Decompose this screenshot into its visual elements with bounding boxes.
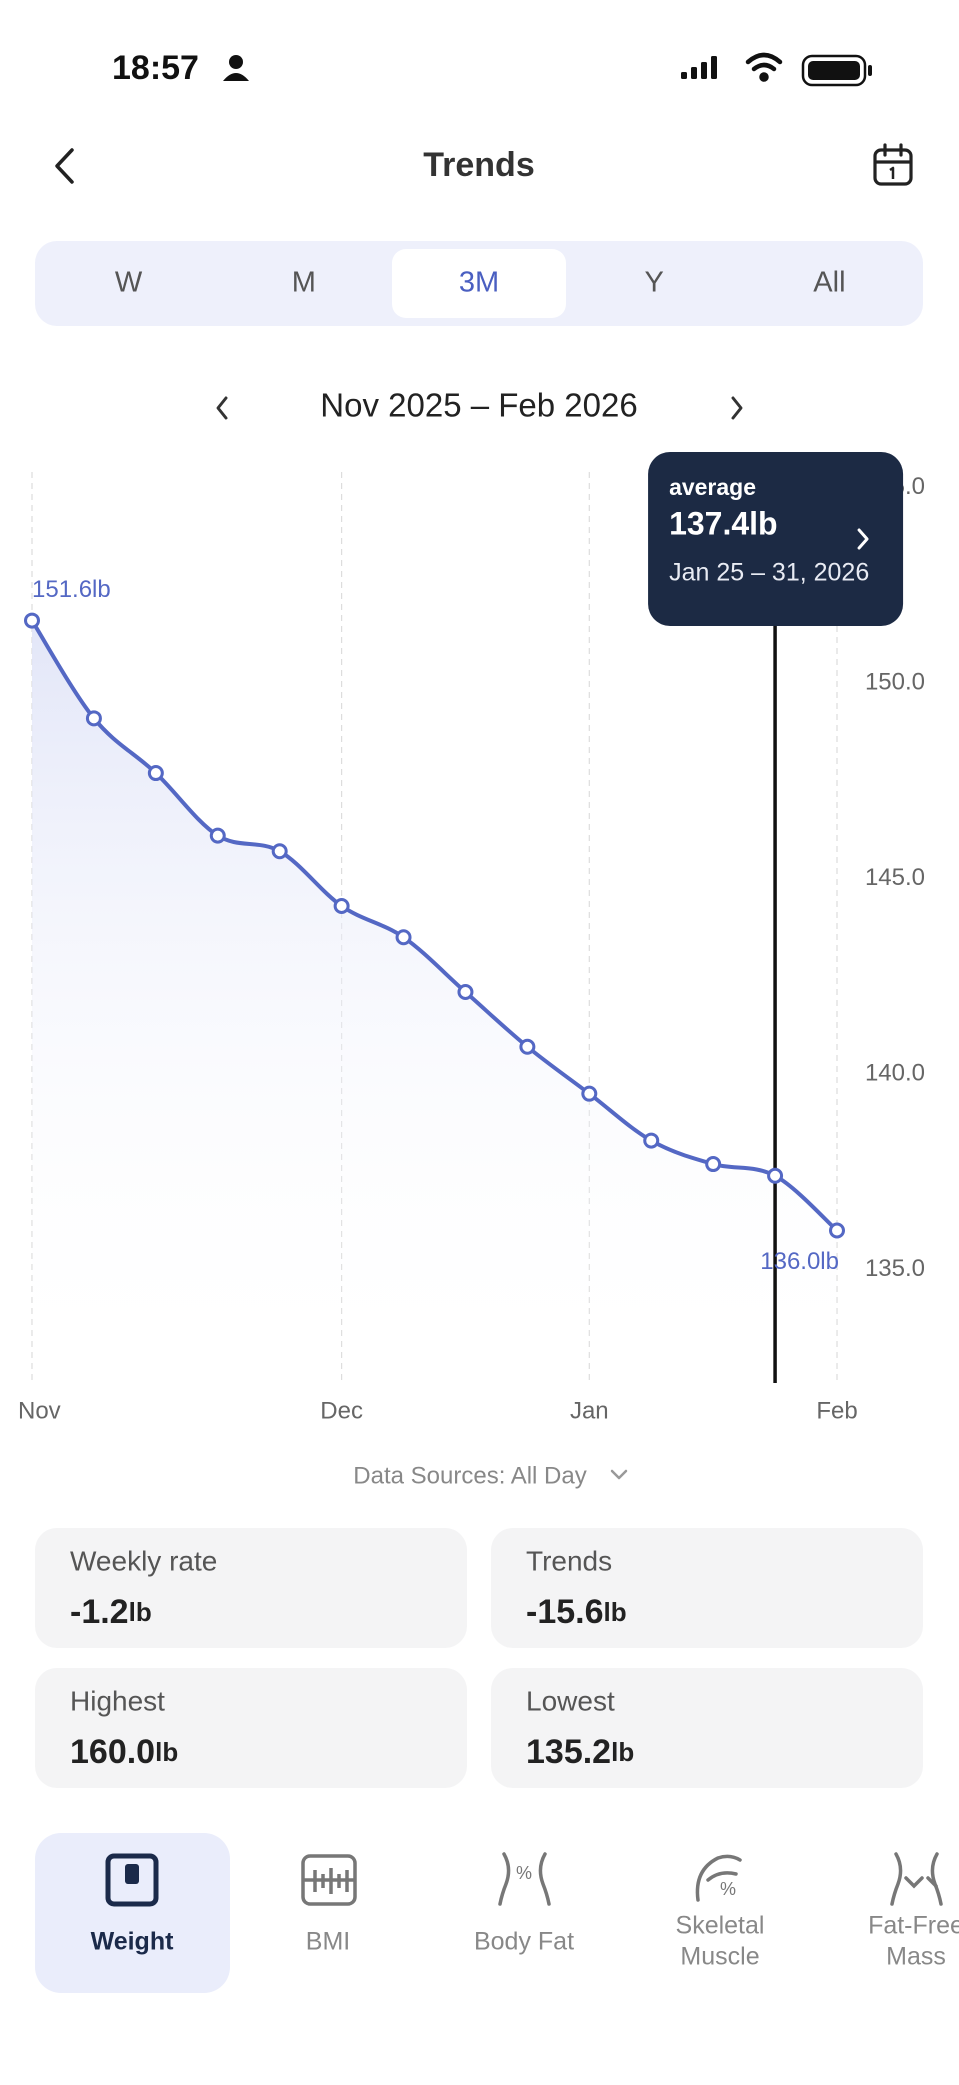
stat-label: Lowest bbox=[526, 1685, 615, 1716]
range-tab[interactable]: W bbox=[115, 267, 143, 299]
stat-label: Weekly rate bbox=[70, 1545, 217, 1576]
stat-number: -15.6 bbox=[526, 1593, 604, 1631]
y-tick-label: 135.0 bbox=[865, 1255, 925, 1282]
range-tab[interactable]: All bbox=[813, 267, 845, 299]
stat-number: 135.2 bbox=[526, 1733, 611, 1771]
metric-tab-label[interactable]: Muscle bbox=[680, 1943, 759, 1971]
percent-glyph: % bbox=[720, 1879, 736, 1899]
y-tick-label: 140.0 bbox=[865, 1059, 925, 1086]
data-source-chevron[interactable] bbox=[610, 1469, 628, 1480]
point bbox=[209, 827, 226, 844]
point bbox=[85, 710, 102, 727]
next-period[interactable] bbox=[731, 396, 743, 420]
point bbox=[643, 1132, 660, 1149]
metric-tab-label[interactable]: Body Fat bbox=[474, 1928, 574, 1956]
stat-label: Trends bbox=[526, 1545, 612, 1576]
data-source[interactable]: Data Sources: All Day bbox=[353, 1462, 586, 1489]
stat-value: -1.2lb bbox=[70, 1593, 152, 1631]
x-tick-label: Dec bbox=[320, 1397, 363, 1424]
range-tab-selected bbox=[392, 249, 566, 318]
metric-tab-selected bbox=[35, 1833, 230, 1993]
stat-number: 160.0 bbox=[70, 1733, 155, 1771]
status-time: 18:57 bbox=[112, 49, 199, 87]
person-icon bbox=[223, 55, 249, 81]
value-label: 151.6lb bbox=[32, 576, 111, 603]
point bbox=[333, 897, 350, 914]
fat-free-mass-icon bbox=[890, 1852, 943, 1906]
page-title: Trends bbox=[423, 146, 534, 184]
point bbox=[705, 1156, 722, 1173]
y-tick-label: 145.0 bbox=[865, 864, 925, 891]
stat-unit: lb bbox=[129, 1597, 152, 1627]
stat-card bbox=[35, 1668, 467, 1788]
area bbox=[32, 620, 837, 1383]
battery-icon bbox=[801, 54, 872, 87]
x-tick-label: Nov bbox=[18, 1397, 61, 1424]
range-tab[interactable]: M bbox=[292, 267, 316, 299]
weight-icon bbox=[105, 1853, 159, 1907]
x-tick-label: Feb bbox=[816, 1397, 857, 1424]
signal-icon bbox=[681, 56, 717, 79]
stat-label: Highest bbox=[70, 1685, 165, 1716]
stat-card bbox=[35, 1528, 467, 1648]
tooltip-value: 137.4lb bbox=[669, 505, 778, 541]
bmi-icon bbox=[301, 1854, 357, 1906]
tooltip-dates: Jan 25 – 31, 2026 bbox=[669, 559, 869, 587]
wifi-icon bbox=[745, 52, 783, 82]
value-label: 136.0lb bbox=[760, 1248, 839, 1275]
y-tick-label: 150.0 bbox=[865, 668, 925, 695]
point bbox=[271, 843, 288, 860]
metric-tab-label[interactable]: Weight bbox=[91, 1928, 175, 1956]
stat-number: -1.2 bbox=[70, 1593, 129, 1631]
body-fat-icon: % bbox=[498, 1852, 551, 1906]
x-tick-label: Jan bbox=[570, 1397, 609, 1424]
tooltip-title: average bbox=[669, 474, 756, 500]
chart: NovDecJanFeb135.0140.0145.0150.0155.0151… bbox=[18, 452, 925, 1424]
prev-period[interactable] bbox=[216, 396, 228, 420]
stat-unit: lb bbox=[611, 1737, 634, 1767]
skeletal-muscle-icon: % bbox=[695, 1854, 742, 1902]
stat-value: 160.0lb bbox=[70, 1733, 178, 1771]
stat-value: -15.6lb bbox=[526, 1593, 627, 1631]
metric-tab-label[interactable]: Fat-Free bbox=[868, 1912, 959, 1940]
point bbox=[829, 1222, 845, 1239]
point bbox=[767, 1167, 784, 1184]
point bbox=[457, 984, 474, 1001]
stat-card bbox=[491, 1668, 923, 1788]
stat-card bbox=[491, 1528, 923, 1648]
point bbox=[581, 1085, 598, 1102]
range-tab[interactable]: Y bbox=[645, 267, 664, 299]
point bbox=[147, 765, 164, 782]
tooltip[interactable] bbox=[648, 452, 904, 626]
stat-unit: lb bbox=[155, 1737, 178, 1767]
range-tab[interactable]: 3M bbox=[459, 267, 499, 299]
point bbox=[395, 929, 412, 946]
metric-tab-label[interactable]: Mass bbox=[886, 1943, 946, 1971]
back-button[interactable] bbox=[55, 148, 74, 184]
period-label: Nov 2025 – Feb 2026 bbox=[320, 387, 637, 424]
tooltip-chevron bbox=[857, 528, 869, 550]
stat-unit: lb bbox=[604, 1597, 627, 1627]
metric-tab-label[interactable]: Skeletal bbox=[676, 1912, 765, 1940]
metric-tab-label[interactable]: BMI bbox=[306, 1928, 350, 1956]
percent-glyph: % bbox=[516, 1863, 532, 1883]
point bbox=[519, 1038, 536, 1055]
stat-value: 135.2lb bbox=[526, 1733, 634, 1771]
calendar-button[interactable] bbox=[873, 143, 913, 186]
point bbox=[24, 612, 40, 629]
